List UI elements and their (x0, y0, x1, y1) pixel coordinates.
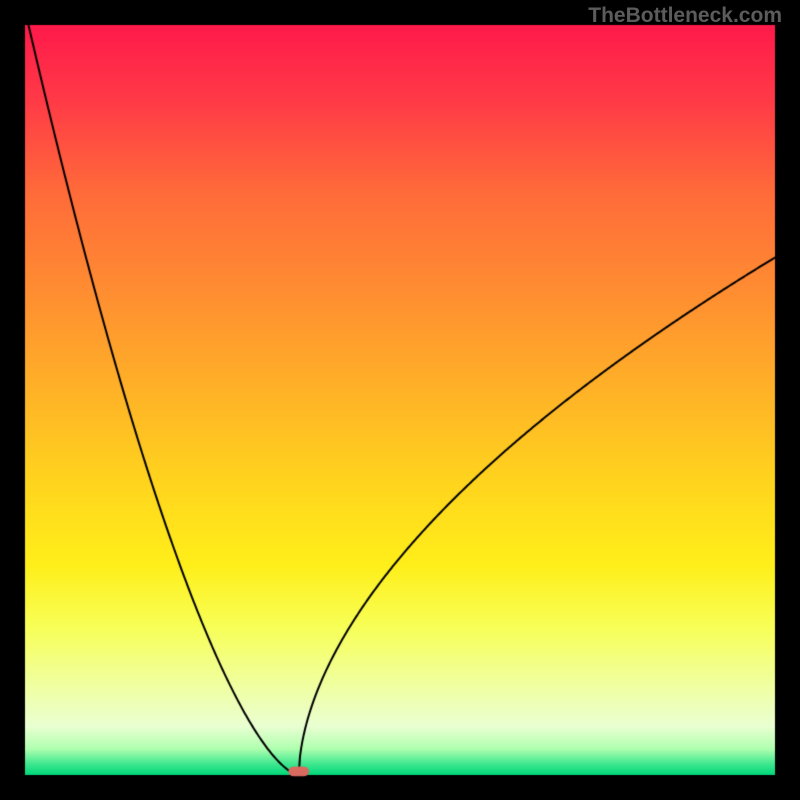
chart-container (0, 0, 800, 800)
bottleneck-curve-chart (0, 0, 800, 800)
watermark-text: TheBottleneck.com (588, 4, 782, 28)
